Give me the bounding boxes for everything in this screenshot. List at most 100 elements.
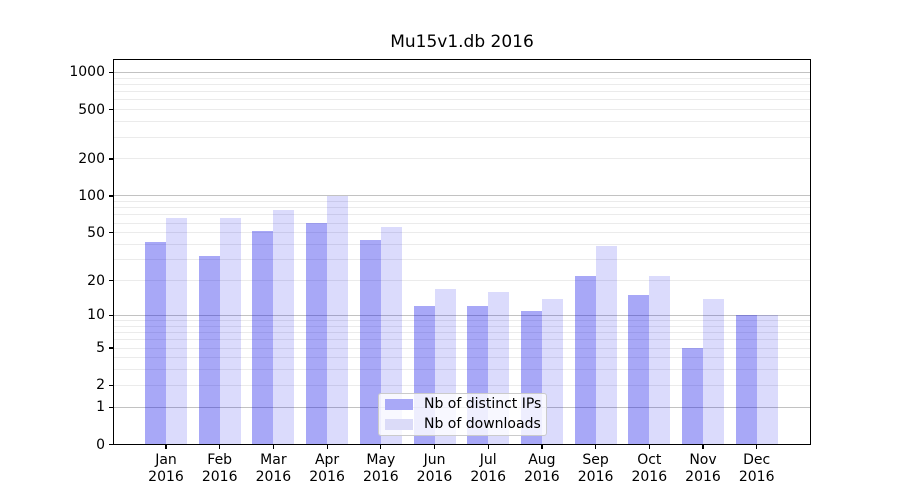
y-tick-label-50: 50 [87, 224, 105, 241]
y-tick-label-10: 10 [87, 307, 105, 324]
legend-item-distinct-ips: Nb of distinct IPs [385, 396, 542, 412]
x-tick-mark [541, 444, 543, 449]
y-tick-label-5: 5 [96, 340, 105, 356]
major-gridline [113, 314, 811, 316]
legend-swatch-downloads [385, 419, 413, 430]
major-gridline [113, 71, 811, 73]
legend-item-downloads: Nb of downloads [385, 416, 541, 432]
y-tick-mark [109, 232, 114, 234]
x-tick-label-aug: Aug 2016 [524, 451, 560, 486]
bar-downloads-jan [166, 218, 187, 445]
minor-gridline [113, 259, 811, 261]
x-tick-mark [756, 444, 758, 449]
x-tick-label-jun: Jun 2016 [416, 451, 453, 486]
bar-distinct-ips-jan [145, 241, 166, 445]
bar-downloads-sep [595, 245, 617, 445]
x-tick-label-jul: Jul 2016 [470, 451, 506, 486]
bar-distinct-ips-oct [628, 295, 650, 445]
bar-downloads-nov [703, 298, 724, 445]
minor-gridline [113, 77, 811, 79]
x-tick-label-may: May 2016 [362, 451, 399, 486]
minor-gridline [113, 332, 811, 334]
y-tick-label-20: 20 [87, 272, 105, 289]
minor-gridline [113, 99, 811, 101]
legend-label-distinct-ips: Nb of distinct IPs [424, 396, 542, 412]
y-tick-mark [109, 347, 114, 349]
y-tick-label-0: 0 [96, 436, 105, 453]
minor-gridline [113, 207, 811, 209]
minor-gridline [113, 121, 811, 123]
x-tick-mark [702, 444, 704, 449]
minor-gridline [113, 384, 811, 386]
minor-gridline [113, 339, 811, 341]
legend-label-downloads: Nb of downloads [424, 416, 541, 432]
x-tick-label-jan: Jan 2016 [148, 451, 184, 486]
minor-gridline [113, 369, 811, 371]
bar-distinct-ips-nov [682, 348, 703, 445]
y-tick-label-1: 1 [96, 399, 105, 416]
bar-distinct-ips-may [359, 239, 381, 445]
major-gridline [113, 195, 811, 197]
minor-gridline [113, 201, 811, 203]
plot-area [113, 59, 811, 445]
x-tick-mark [219, 444, 221, 449]
minor-gridline [113, 158, 811, 160]
x-tick-mark [433, 444, 436, 449]
minor-gridline [113, 347, 811, 349]
minor-gridline [113, 91, 811, 93]
y-tick-label-200: 200 [78, 150, 105, 167]
bar-downloads-feb [219, 218, 241, 445]
minor-gridline [113, 280, 811, 282]
minor-gridline [113, 109, 811, 111]
x-tick-mark [165, 444, 167, 449]
y-tick-mark [109, 158, 114, 160]
x-tick-label-feb: Feb 2016 [201, 451, 238, 486]
y-tick-label-1000: 1000 [69, 64, 105, 81]
minor-gridline [113, 320, 811, 321]
bar-distinct-ips-mar [252, 230, 274, 445]
bar-downloads-aug [541, 298, 563, 445]
y-tick-label-500: 500 [78, 101, 105, 118]
minor-gridline [113, 136, 811, 138]
legend-swatch-distinct-ips [385, 399, 413, 410]
minor-gridline [113, 357, 811, 359]
bar-distinct-ips-apr [306, 223, 328, 445]
minor-gridline [113, 244, 811, 245]
y-tick-mark [109, 279, 114, 282]
x-tick-label-apr: Apr 2016 [309, 451, 345, 486]
bar-distinct-ips-feb [198, 256, 220, 445]
x-tick-mark [272, 444, 275, 449]
y-tick-mark [109, 109, 114, 111]
y-tick-mark [109, 406, 114, 408]
bar-downloads-may [380, 226, 402, 445]
bar-distinct-ips-dec [735, 315, 757, 445]
legend: Nb of distinct IPs Nb of downloads [378, 393, 547, 436]
y-tick-label-100: 100 [78, 187, 105, 204]
y-tick-label-2: 2 [96, 377, 105, 394]
x-tick-label-dec: Dec 2016 [738, 451, 775, 486]
x-tick-label-sep: Sep 2016 [577, 451, 614, 486]
minor-gridline [113, 83, 811, 85]
chart-title: Mu15v1.db 2016 [390, 32, 534, 52]
bar-downloads-mar [273, 209, 295, 445]
x-tick-mark [648, 444, 650, 449]
x-tick-mark [595, 444, 597, 449]
x-tick-label-oct: Oct 2016 [631, 451, 668, 486]
y-tick-mark [109, 314, 114, 317]
minor-gridline [113, 214, 811, 216]
y-tick-mark [109, 384, 114, 387]
bar-distinct-ips-sep [574, 275, 596, 445]
x-tick-label-nov: Nov 2016 [685, 451, 721, 486]
x-tick-mark [326, 444, 328, 449]
minor-gridline [113, 222, 811, 224]
minor-gridline [113, 325, 811, 327]
bar-downloads-oct [649, 275, 671, 445]
y-tick-mark [109, 195, 114, 197]
y-tick-mark [109, 71, 114, 74]
x-tick-label-mar: Mar 2016 [255, 451, 292, 486]
x-tick-mark [487, 444, 489, 449]
x-tick-mark [380, 444, 382, 449]
bar-downloads-apr [327, 195, 349, 445]
y-tick-mark [109, 443, 114, 446]
